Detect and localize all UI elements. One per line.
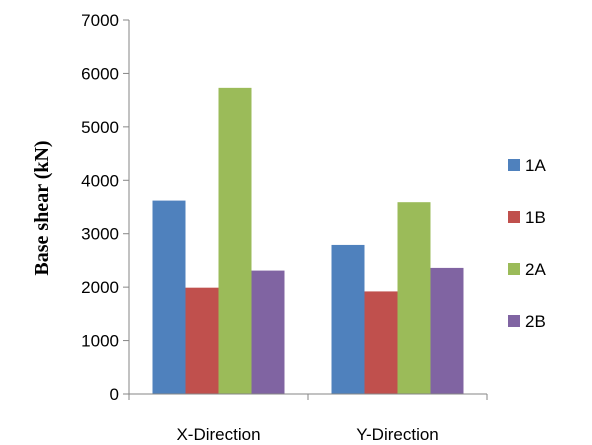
y-tick-label: 5000 (81, 118, 119, 137)
legend-label-1B: 1B (525, 208, 546, 227)
y-axis-title: Base shear (kN) (31, 140, 53, 275)
y-tick-label: 4000 (81, 171, 119, 190)
x-axis-labels: X-Direction Y-Direction (128, 394, 488, 444)
bar-1A-X-Direction (152, 200, 186, 394)
bar-1A-Y-Direction (331, 244, 365, 394)
y-tick-label: 0 (110, 385, 119, 404)
bar-2A-Y-Direction (397, 202, 431, 394)
x-category-label: Y-Direction (356, 425, 439, 444)
legend-label-2B: 2B (525, 312, 546, 331)
x-category-label: X-Direction (176, 425, 260, 444)
bar-2B-X-Direction (251, 270, 285, 394)
y-axis-ticks: 0 1000 2000 3000 4000 5000 6000 7000 (81, 11, 129, 404)
bars (152, 87, 464, 395)
legend-swatch-1B (508, 211, 520, 223)
y-tick-label: 2000 (81, 278, 119, 297)
y-tick-label: 1000 (81, 332, 119, 351)
legend: 1A 1B 2A 2B (508, 156, 546, 331)
legend-swatch-1A (508, 159, 520, 171)
y-tick-label: 3000 (81, 225, 119, 244)
bar-1B-Y-Direction (364, 291, 398, 394)
legend-label-2A: 2A (525, 260, 546, 279)
bar-1B-X-Direction (185, 287, 219, 394)
bar-2B-Y-Direction (430, 267, 464, 394)
y-tick-label: 6000 (81, 64, 119, 83)
y-tick-label: 7000 (81, 11, 119, 30)
bar-2A-X-Direction (218, 87, 252, 395)
legend-label-1A: 1A (525, 156, 546, 175)
legend-swatch-2B (508, 315, 520, 327)
legend-swatch-2A (508, 263, 520, 275)
